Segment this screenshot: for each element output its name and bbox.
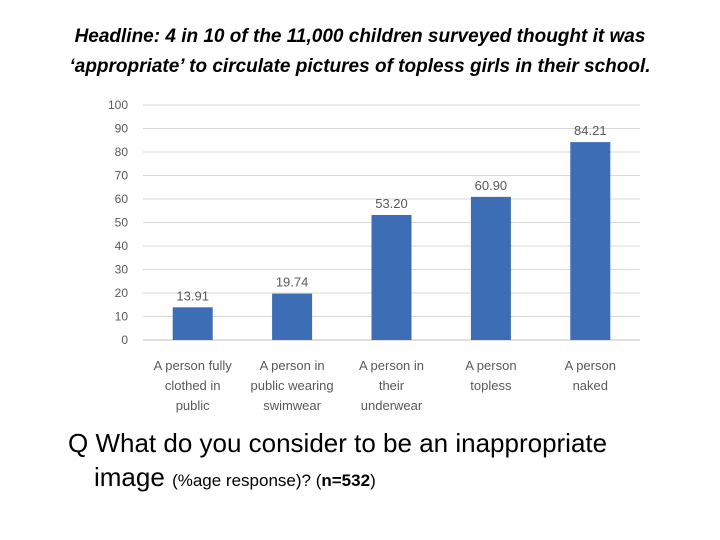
y-tick-label: 20 (115, 286, 129, 300)
data-label: 53.20 (375, 196, 408, 211)
y-tick-label: 50 (115, 216, 129, 230)
x-tick-label: A person in (260, 358, 325, 373)
x-tick-label: topless (470, 378, 512, 393)
question-image-word: image (94, 462, 165, 492)
x-tick-label: A person (465, 358, 516, 373)
data-label: 19.74 (276, 275, 309, 290)
y-tick-label: 70 (115, 169, 129, 183)
bar (371, 214, 412, 340)
headline-line-2: ‘appropriate’ to circulate pictures of t… (69, 56, 651, 77)
y-tick-label: 60 (115, 192, 129, 206)
bar (570, 142, 611, 340)
question-text: Q What do you consider to be an inapprop… (68, 426, 708, 498)
x-tick-label: underwear (361, 398, 423, 413)
y-tick-label: 80 (115, 145, 129, 159)
y-tick-label: 30 (115, 263, 129, 277)
x-tick-label: public (176, 398, 210, 413)
y-tick-label: 0 (121, 333, 128, 347)
bar-chart: 0 10 20 30 40 50 60 70 80 90 100 13.91 A person full… (108, 98, 640, 413)
question-line-1: Q What do you consider to be an inapprop… (68, 428, 608, 458)
question-close-paren: ) (370, 471, 376, 490)
sample-size: n=532 (321, 471, 371, 490)
x-tick-label: A person in (359, 358, 424, 373)
bar (272, 293, 313, 340)
data-label: 60.90 (475, 178, 508, 193)
bar (172, 307, 213, 340)
y-tick-label: 10 (115, 310, 129, 324)
x-tick-label: naked (573, 378, 608, 393)
x-tick-label: their (379, 378, 405, 393)
y-tick-label: 90 (115, 122, 129, 136)
data-label: 84.21 (574, 123, 607, 138)
headline: Headline: 4 in 10 of the 11,000 children… (20, 22, 700, 82)
x-tick-label: clothed in (165, 378, 221, 393)
x-tick-label: A person (565, 358, 616, 373)
x-tick-label: swimwear (263, 398, 321, 413)
question-subtext: (%age response)? ( (172, 471, 322, 490)
bar (470, 196, 511, 340)
x-tick-label: public wearing (251, 378, 334, 393)
y-tick-label: 40 (115, 239, 129, 253)
data-label: 13.91 (176, 288, 209, 303)
y-tick-label: 100 (108, 98, 128, 112)
headline-line-1: Headline: 4 in 10 of the 11,000 children… (74, 26, 646, 47)
x-tick-label: A person fully (154, 358, 233, 373)
question-line-2: image (%age response)? (n=532) (68, 460, 708, 498)
